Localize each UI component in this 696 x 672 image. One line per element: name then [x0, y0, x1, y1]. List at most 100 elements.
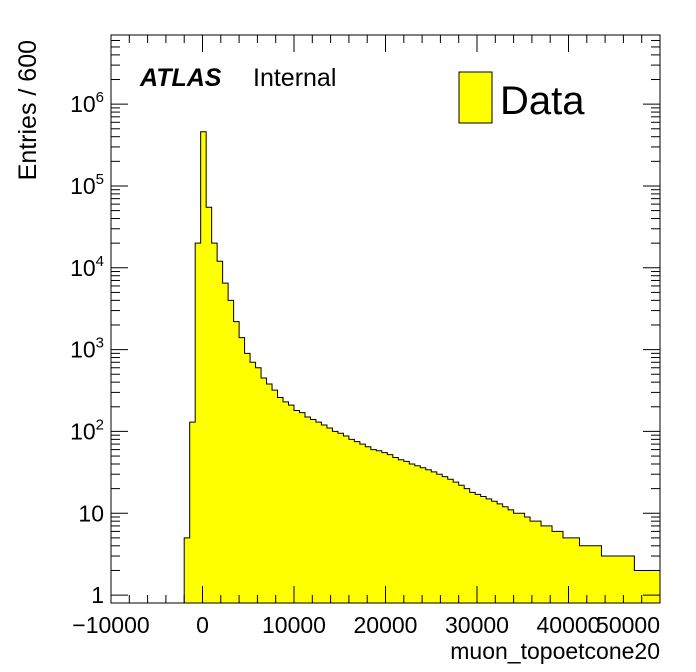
histogram-bar: [645, 570, 652, 603]
histogram-bar: [195, 243, 202, 603]
histogram-bar: [491, 501, 498, 603]
histogram-bar: [228, 300, 235, 603]
atlas-status-label: Internal: [253, 64, 336, 92]
y-tick-label: 102: [70, 416, 104, 444]
y-tick-label: 10: [78, 500, 104, 526]
histogram-bar: [497, 503, 504, 603]
x-tick-label: −10000: [72, 612, 149, 638]
histogram-bar: [409, 463, 416, 603]
histogram-bar: [436, 474, 443, 603]
histogram-bar: [475, 494, 482, 603]
histogram-bar: [233, 321, 240, 603]
histogram-bar: [387, 454, 394, 603]
histogram-bar: [563, 537, 569, 603]
histogram-bar: [442, 476, 449, 603]
histogram-bar: [420, 467, 427, 603]
histogram-bar: [519, 513, 525, 603]
histogram-bar: [272, 390, 278, 603]
histogram-bar: [315, 422, 322, 603]
histogram-bar: [502, 506, 509, 603]
histogram-bar: [513, 513, 520, 603]
histogram-bar: [628, 556, 635, 603]
histogram-bar: [343, 435, 350, 603]
histogram-bar: [453, 482, 460, 603]
histogram-bar: [217, 261, 224, 603]
histogram-bar: [189, 422, 196, 603]
histogram-bar: [595, 545, 602, 603]
histogram-bar: [469, 492, 476, 603]
histogram-bar: [557, 531, 564, 603]
histogram-bar: [365, 446, 372, 603]
histogram-bar: [425, 469, 432, 603]
histogram-bar: [546, 525, 553, 603]
histogram-bar: [310, 419, 317, 603]
histogram-bar: [431, 471, 438, 603]
histogram-bar: [656, 570, 661, 603]
histogram-bars: [183, 131, 661, 604]
x-axis-label: muon_topoetcone20: [450, 638, 660, 664]
histogram-bar: [184, 537, 191, 603]
histogram-bar: [283, 401, 289, 603]
histogram-bar: [354, 441, 361, 603]
histogram-bar: [524, 516, 531, 603]
histogram-bar: [326, 428, 333, 603]
y-tick-label: 1: [91, 582, 104, 608]
histogram-outline: [183, 131, 661, 603]
histogram-bar: [381, 452, 388, 603]
histogram-bar: [634, 570, 641, 603]
histogram-bar: [304, 417, 311, 603]
legend-label: Data: [500, 79, 585, 123]
histogram-bar: [650, 570, 657, 603]
histogram-bar: [568, 537, 575, 603]
histogram-bar: [601, 556, 608, 603]
histogram-bar: [617, 556, 624, 603]
histogram-bar: [508, 509, 514, 603]
histogram-bar: [486, 498, 493, 603]
histogram-bar: [535, 521, 542, 603]
histogram-bar: [464, 488, 471, 603]
x-tick-label: 20000: [354, 612, 418, 638]
histogram-bar: [639, 570, 646, 603]
histogram-bar: [239, 337, 245, 603]
histogram-bar: [200, 131, 207, 604]
x-tick-label: 40000: [537, 612, 601, 638]
atlas-label: ATLAS: [139, 64, 222, 92]
histogram-bar: [250, 362, 256, 603]
histogram-bar: [370, 449, 377, 603]
histogram-bar: [579, 545, 586, 603]
y-tick-label: 106: [70, 89, 104, 117]
histogram-bar: [612, 556, 619, 603]
histogram-bar: [299, 412, 306, 603]
histogram-bar: [530, 521, 536, 603]
y-tick-label: 105: [70, 171, 104, 199]
histogram-bar: [606, 556, 613, 603]
histogram-bar: [590, 545, 597, 603]
histogram-bar: [414, 465, 421, 603]
histogram-bar: [447, 479, 454, 603]
histogram-bar: [392, 457, 399, 603]
histogram-bar: [584, 545, 591, 603]
x-tick-label: 30000: [445, 612, 509, 638]
histogram-bar: [277, 397, 284, 603]
y-axis-label: Entries / 600: [14, 40, 42, 180]
histogram-bar: [458, 485, 465, 603]
histogram-bar: [541, 525, 547, 603]
x-tick-label: 10000: [262, 612, 326, 638]
histogram-bar: [332, 431, 339, 603]
histogram-bar: [294, 410, 300, 603]
histogram-bar: [573, 537, 580, 603]
histogram-bar: [403, 461, 410, 603]
histogram-bar: [376, 450, 383, 603]
histogram-bar: [244, 353, 251, 603]
histogram-bar: [261, 377, 267, 603]
histogram-bar: [623, 556, 630, 603]
histogram-bar: [288, 405, 295, 603]
histogram-bar: [337, 433, 344, 603]
histogram-bar: [348, 439, 355, 603]
histogram-bar: [222, 283, 229, 603]
histogram-bar: [552, 531, 558, 603]
histogram-bar: [321, 424, 328, 603]
x-tick-label: 50000: [596, 612, 660, 638]
x-tick-label: 0: [196, 612, 209, 638]
